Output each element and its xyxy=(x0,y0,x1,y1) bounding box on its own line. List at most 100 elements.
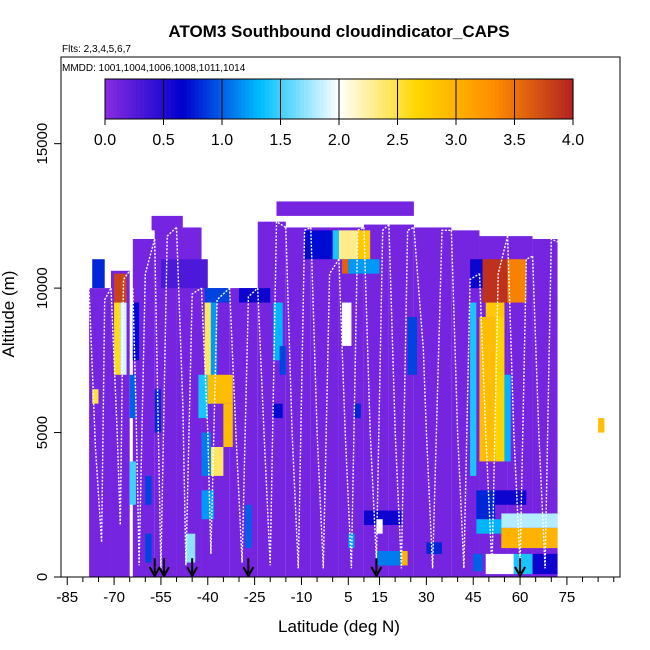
heatmap-cell xyxy=(357,230,371,260)
curtain-segment xyxy=(338,227,364,577)
heatmap-cell xyxy=(476,490,496,520)
colorbar: 0.0 0.5 1.0 1.5 2.0 2.5 3.0 3.5 4.0 xyxy=(94,78,584,149)
colorbar-slice xyxy=(346,79,352,119)
heatmap-cell xyxy=(132,302,140,361)
colorbar-slice xyxy=(288,79,293,119)
flight-profile xyxy=(175,227,202,566)
colorbar-slice xyxy=(444,79,449,119)
heatmap-cell xyxy=(239,288,271,303)
heatmap-cell xyxy=(332,230,339,260)
y-tick-label: 10000 xyxy=(34,267,51,309)
colorbar-slice xyxy=(171,79,176,119)
x-tick-label: 30 xyxy=(418,589,435,606)
colorbar-tick-label: 3.5 xyxy=(503,132,525,149)
colorbar-slice xyxy=(229,79,235,119)
heatmap-cell xyxy=(482,259,508,303)
curtain-segment xyxy=(154,227,177,577)
flight-profile xyxy=(200,287,231,554)
heatmap-cell xyxy=(304,230,333,260)
colorbar-tick-label: 1.0 xyxy=(211,132,233,149)
x-tick-label: -70 xyxy=(103,589,125,606)
colorbar-slice xyxy=(327,79,332,119)
flight-profile xyxy=(110,270,131,526)
heatmap-cell xyxy=(342,259,349,274)
profile-marker-arrow xyxy=(242,558,255,577)
axes: -85 -70 -55 -40 -25 -10 5 15 30 45 60 75 0 5000 10000 1… xyxy=(34,56,621,606)
colorbar-slice xyxy=(534,79,539,119)
heatmap-cell xyxy=(485,553,514,575)
colorbar-slice xyxy=(459,79,465,119)
colorbar-slice xyxy=(420,79,426,119)
colorbar-slice xyxy=(151,79,157,119)
heatmap-cell xyxy=(470,259,483,289)
colorbar-slice xyxy=(268,79,274,119)
colorbar-slice xyxy=(206,79,211,119)
heatmap-cell xyxy=(473,553,483,572)
heatmap-cell xyxy=(201,490,215,520)
x-tick-label: 60 xyxy=(512,589,529,606)
heatmap-cell xyxy=(210,302,218,404)
colorbar-slice xyxy=(335,79,340,119)
colorbar-slice xyxy=(108,79,114,119)
colorbar-slice xyxy=(194,79,200,119)
colorbar-tick-label: 1.5 xyxy=(269,132,291,149)
colorbar-slice xyxy=(292,79,297,119)
heatmap-cell xyxy=(273,302,283,361)
heatmap-cell xyxy=(501,513,558,528)
colorbar-slice xyxy=(463,79,469,119)
colorbar-slice xyxy=(315,79,321,119)
colorbar-slice xyxy=(483,79,488,119)
colorbar-slice xyxy=(120,79,126,119)
flight-profile xyxy=(257,220,287,566)
colorbar-slice xyxy=(233,79,239,119)
colorbar-slice xyxy=(545,79,551,119)
colorbar-slice xyxy=(475,79,480,119)
colorbar-slice xyxy=(319,79,324,119)
colorbar-slice xyxy=(272,79,278,119)
x-tick-label: 5 xyxy=(344,589,352,606)
colorbar-slice xyxy=(307,79,313,119)
colorbar-slice xyxy=(202,79,207,119)
heatmap-cell xyxy=(273,403,283,419)
colorbar-slice xyxy=(495,79,500,119)
colorbar-slice xyxy=(569,79,574,119)
flight-profile xyxy=(285,226,312,569)
colorbar-slice xyxy=(397,79,402,119)
colorbar-slice xyxy=(491,79,496,119)
x-tick-label: -55 xyxy=(150,589,172,606)
colorbar-slice xyxy=(374,79,379,119)
heatmap-cell xyxy=(201,432,211,476)
colorbar-slice xyxy=(381,79,387,119)
heatmap-cell xyxy=(245,504,252,549)
colorbar-slice xyxy=(105,79,110,119)
colorbar-tick-label: 4.0 xyxy=(562,132,584,149)
colorbar-slice xyxy=(186,79,192,119)
heatmap-cell xyxy=(120,302,127,375)
colorbar-slice xyxy=(159,79,165,119)
flight-profile xyxy=(531,237,558,569)
colorbar-slice xyxy=(565,79,570,119)
heatmap-cell xyxy=(470,302,477,476)
heatmap-cell xyxy=(495,490,527,505)
colorbar-slice xyxy=(514,79,519,119)
colorbar-slice xyxy=(140,79,145,119)
profile-marker-arrow xyxy=(158,558,170,577)
colorbar-slice xyxy=(522,79,527,119)
colorbar-slice xyxy=(553,79,558,119)
heatmap-cell xyxy=(160,259,208,289)
heatmap-cell xyxy=(501,527,558,549)
colorbar-slice xyxy=(339,79,344,119)
colorbar-tick-label: 0.5 xyxy=(152,132,174,149)
heatmap-cell xyxy=(354,403,361,419)
colorbar-slice xyxy=(502,79,508,119)
colorbar-slice xyxy=(147,79,153,119)
heatmap-cell xyxy=(204,302,211,404)
colorbar-slice xyxy=(241,79,246,119)
colorbar-slice xyxy=(557,79,562,119)
colorbar-tick-label: 0.0 xyxy=(94,132,116,149)
colorbar-slice xyxy=(530,79,535,119)
plot-frame xyxy=(60,56,621,578)
heatmap-cell xyxy=(504,374,511,462)
colorbar-slice xyxy=(300,79,305,119)
